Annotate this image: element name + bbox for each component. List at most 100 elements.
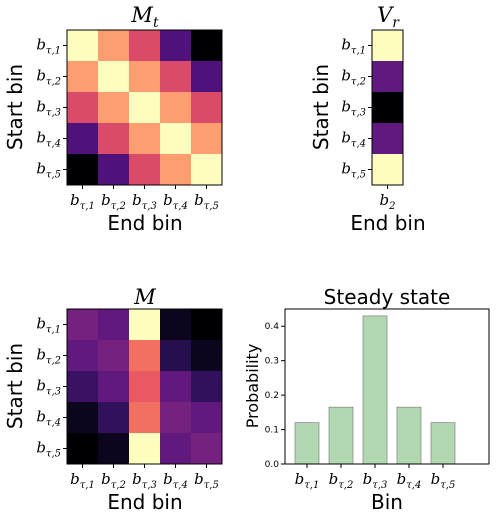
heatmap-cell: [372, 123, 404, 155]
y-tick-label: 0.3: [265, 357, 279, 367]
heatmap-cell: [191, 309, 223, 341]
y-tick-label: bτ,5: [341, 160, 366, 181]
heatmap-cell: [129, 61, 161, 93]
heatmap-cell: [98, 154, 130, 186]
heatmap-cell: [372, 92, 404, 124]
steady-xlabel: Bin: [371, 490, 403, 514]
vr-xlabel: End bin: [350, 211, 425, 235]
y-tick-label: bτ,4: [341, 129, 366, 150]
heatmap-cell: [129, 309, 161, 341]
x-tick-label: bτ,5: [431, 470, 456, 491]
x-tick-label: bτ,1: [70, 470, 95, 491]
heatmap-cell: [191, 154, 223, 186]
y-tick-label: bτ,4: [36, 129, 61, 150]
heatmap-cell: [98, 402, 130, 434]
heatmap-cell: [191, 61, 223, 93]
heatmap-cell: [98, 309, 130, 341]
y-tick-label: bτ,5: [36, 160, 61, 181]
vr-ylabel: Start bin: [309, 64, 333, 150]
heatmap-cell: [67, 61, 99, 93]
heatmap-cell: [67, 340, 99, 372]
heatmap-cell: [191, 433, 223, 465]
x-tick-label: bτ,5: [194, 470, 219, 491]
mt-title: Mt: [130, 3, 159, 31]
heatmap-cell: [67, 371, 99, 403]
heatmap-cell: [160, 433, 192, 465]
y-tick-label: bτ,3: [36, 377, 61, 398]
vr-cells: [372, 30, 404, 186]
heatmap-cell: [98, 61, 130, 93]
steady-yticks: 0.0 0.1 0.2 0.3 0.4: [265, 322, 285, 470]
heatmap-cell: [67, 433, 99, 465]
y-tick-label: bτ,5: [36, 439, 61, 460]
heatmap-cell: [191, 340, 223, 372]
y-tick-label: bτ,2: [36, 346, 61, 367]
bar: [396, 406, 422, 465]
heatmap-cell: [129, 340, 161, 372]
heatmap-cell: [98, 371, 130, 403]
heatmap-cell: [160, 402, 192, 434]
y-tick-label: 0.1: [265, 426, 279, 436]
y-tick-label: 0.4: [265, 322, 280, 332]
heatmap-cell: [372, 154, 404, 186]
panel-vr: Vr b2 bτ,1 bτ,2 bτ,3 bτ,4 bτ,5 End bin Start …: [309, 3, 426, 235]
heatmap-cell: [129, 154, 161, 186]
heatmap-cell: [372, 30, 404, 62]
bar: [362, 315, 388, 465]
mt-cells: [67, 30, 223, 186]
heatmap-cell: [67, 92, 99, 124]
panel-mt: Mt bτ,1 bτ,2 bτ,3 bτ,4 bτ,5bτ,1bτ,2bτ,3bτ,4b…: [3, 3, 223, 235]
panel-steady: Steady state 0.00.10.20.30.4 bτ,1 bτ,2 bτ,…: [243, 285, 490, 514]
x-tick-label: bτ,3: [132, 191, 157, 212]
heatmap-cell: [67, 154, 99, 186]
x-tick-label: bτ,3: [132, 470, 157, 491]
mt-xlabel: End bin: [107, 211, 182, 235]
heatmap-cell: [160, 92, 192, 124]
heatmap-cell: [98, 30, 130, 62]
x-tick-label: bτ,1: [70, 191, 95, 212]
heatmap-cell: [129, 402, 161, 434]
m-xlabel: End bin: [107, 490, 182, 514]
m-ticks: bτ,1 bτ,2 bτ,3 bτ,4 bτ,5 bτ,1 bτ,2 bτ,3 bτ,4 bτ,5: [36, 315, 219, 492]
y-tick-label: bτ,4: [36, 408, 61, 429]
x-tick-label: bτ,4: [397, 470, 422, 491]
y-tick-label: bτ,3: [341, 98, 366, 119]
heatmap-cell: [191, 30, 223, 62]
x-tick-label: bτ,3: [363, 470, 388, 491]
steady-frame: [284, 308, 490, 465]
heatmap-cell: [129, 433, 161, 465]
x-tick-label: bτ,1: [295, 470, 320, 491]
vr-title: Vr: [377, 3, 400, 31]
heatmap-cell: [191, 123, 223, 155]
heatmap-cell: [98, 340, 130, 372]
x-tick-label: bτ,4: [163, 191, 188, 212]
heatmap-cell: [191, 371, 223, 403]
x-tick-label: bτ,2: [329, 470, 354, 491]
steady-xticks: bτ,1 bτ,2 bτ,3 bτ,4 bτ,5: [295, 464, 456, 491]
y-tick-label: bτ,1: [36, 36, 61, 57]
steady-title: Steady state: [324, 285, 451, 309]
bar: [328, 406, 354, 465]
heatmap-cell: [67, 402, 99, 434]
x-tick-label: bτ,5: [194, 191, 219, 212]
y-tick-label: bτ,1: [36, 315, 61, 336]
heatmap-cell: [67, 309, 99, 341]
heatmap-cell: [160, 123, 192, 155]
x-tick-label: bτ,4: [163, 470, 188, 491]
steady-bars: [294, 315, 456, 465]
heatmap-cell: [160, 61, 192, 93]
heatmap-cell: [160, 371, 192, 403]
heatmap-cell: [98, 433, 130, 465]
y-tick-label: bτ,2: [36, 67, 61, 88]
y-tick-label: 0.2: [265, 391, 279, 401]
heatmap-cell: [160, 154, 192, 186]
heatmap-cell: [98, 123, 130, 155]
bar: [430, 422, 456, 465]
m-title: M: [133, 285, 156, 309]
heatmap-cell: [129, 123, 161, 155]
m-ylabel: Start bin: [3, 343, 27, 429]
bar: [294, 422, 320, 465]
y-tick-label: bτ,3: [36, 98, 61, 119]
y-tick-label: bτ,2: [341, 67, 366, 88]
